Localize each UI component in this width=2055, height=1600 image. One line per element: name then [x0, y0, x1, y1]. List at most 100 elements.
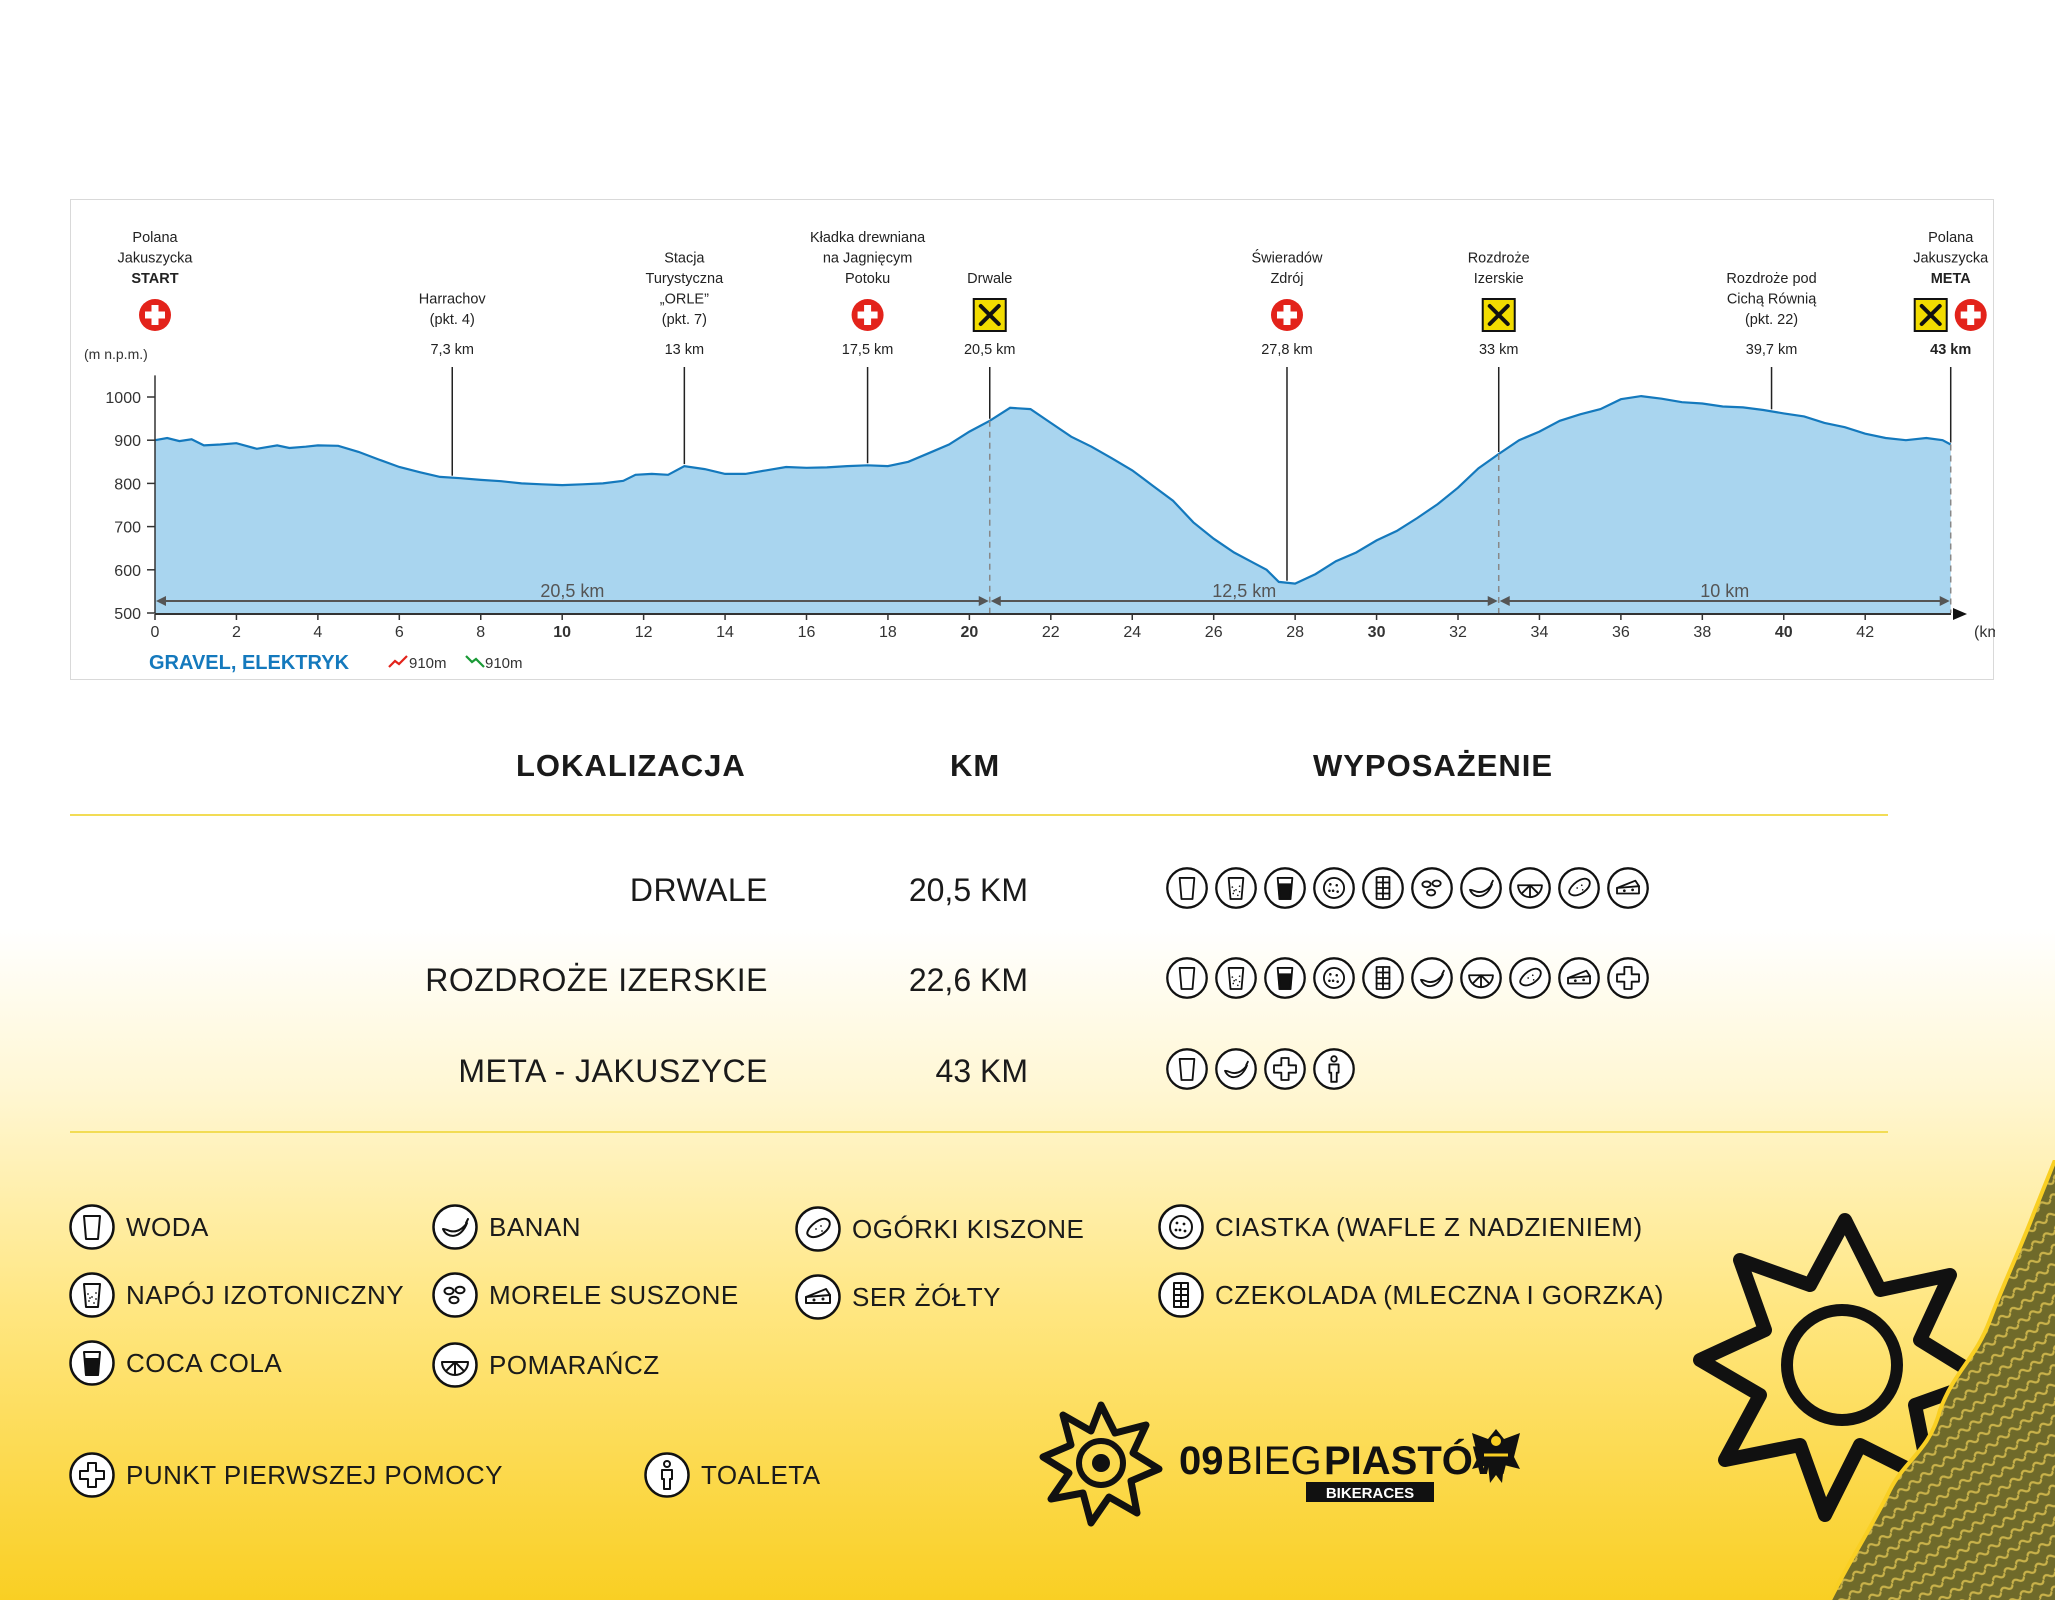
- orange-icon: [1460, 957, 1502, 999]
- first-aid-icon: [1954, 299, 1987, 331]
- waypoint-name: Stacja: [664, 251, 705, 267]
- x-tick-label: 34: [1531, 624, 1549, 641]
- apricot-icon: [1411, 867, 1453, 909]
- x-tick-label: 16: [798, 624, 816, 641]
- waypoint-name: Jakuszycka: [1913, 251, 1989, 267]
- first-aid-icon: [1264, 1048, 1306, 1090]
- row-location: DRWALE: [629, 872, 768, 908]
- chocolate-icon: [1362, 957, 1404, 999]
- waypoint-name: „ORLE”: [660, 292, 709, 308]
- row-equipment-icons: [1165, 866, 1650, 910]
- x-tick-label: 20: [960, 624, 978, 641]
- first-aid-icon: [1607, 957, 1649, 999]
- waypoint-name: Cichą Równią: [1727, 292, 1817, 308]
- waypoint-name: Turystyczna: [646, 271, 725, 287]
- refreshment-point-icon: [1481, 298, 1516, 332]
- toilet-icon: [643, 1451, 691, 1499]
- x-tick-label: 30: [1368, 624, 1386, 641]
- waypoint-distance: 13 km: [665, 342, 705, 358]
- segment-label: 10 km: [1700, 581, 1749, 601]
- x-tick-label: 24: [1123, 624, 1141, 641]
- table-row-meta: META - JAKUSZYCE 43 KM: [0, 1043, 2055, 1103]
- waypoint-name: Polana: [132, 230, 178, 246]
- water-icon: [1166, 1048, 1208, 1090]
- ascent-value: 910m: [409, 655, 447, 672]
- waypoint-distance: 43 km: [1930, 342, 1971, 358]
- legend-item-cookie: CIASTKA (WAFLE Z NADZIENIEM): [1157, 1203, 1643, 1251]
- x-tick-label: 38: [1693, 624, 1711, 641]
- legend-item-isotonic: NAPÓJ IZOTONICZNY: [68, 1271, 404, 1319]
- waypoint-distance: 7,3 km: [430, 342, 474, 358]
- legend-item-chocolate: CZEKOLADA (MLECZNA I GORZKA): [1157, 1271, 1664, 1319]
- first-aid-icon: [851, 299, 884, 331]
- x-axis-label: (km): [1974, 624, 1995, 641]
- water-icon: [1166, 957, 1208, 999]
- row-km: 22,6 KM: [908, 962, 1028, 998]
- legend-item-water: WODA: [68, 1203, 209, 1251]
- legend-item-apricot: MORELE SUSZONE: [431, 1271, 739, 1319]
- row-location: ROZDROŻE IZERSKIE: [425, 962, 768, 998]
- table-row-rozdroze: ROZDROŻE IZERSKIE 22,6 KM: [0, 952, 2055, 1012]
- isotonic-drink-icon: [1215, 957, 1257, 999]
- x-axis-arrow: [1953, 608, 1967, 620]
- x-tick-label: 6: [395, 624, 404, 641]
- y-tick-label: 1000: [105, 390, 141, 407]
- waypoint-name: Izerskie: [1474, 271, 1524, 287]
- x-tick-label: 32: [1449, 624, 1467, 641]
- waypoint-distance: 39,7 km: [1746, 342, 1798, 358]
- waypoint-name: Harrachov: [419, 292, 487, 308]
- toilet-icon: [1313, 1048, 1355, 1090]
- chocolate-icon: [1157, 1271, 1205, 1319]
- decorative-mountain-corner: [1693, 1160, 2055, 1600]
- waypoint-name: Rozdroże pod: [1726, 271, 1816, 287]
- cookie-icon: [1313, 867, 1355, 909]
- waypoint-distance: 17,5 km: [842, 342, 894, 358]
- header-km: KM: [950, 748, 1001, 783]
- waypoint: Rozdroże Izerskie 33 km: [1468, 251, 1530, 453]
- banana-icon: [431, 1203, 479, 1251]
- waypoint: Polana Jakuszycka META 43 km: [1913, 230, 1989, 443]
- cookie-icon: [1313, 957, 1355, 999]
- waypoint-name: Drwale: [967, 271, 1012, 287]
- x-tick-label: 36: [1612, 624, 1630, 641]
- legend-item-pickle: OGÓRKI KISZONE: [794, 1205, 1084, 1253]
- cheese-icon: [1607, 867, 1649, 909]
- segment-arrowhead: [156, 596, 166, 606]
- legend-item-cheese: SER ŻÓŁTY: [794, 1273, 1001, 1321]
- table-bottom-divider: [70, 1131, 1888, 1133]
- x-tick-label: 0: [151, 624, 160, 641]
- waypoint-name: Świeradów: [1252, 249, 1323, 267]
- ascent-icon: [388, 655, 408, 668]
- cheese-icon: [794, 1273, 842, 1321]
- elevation-line: [154, 394, 1952, 585]
- x-tick-label: 2: [232, 624, 241, 641]
- waypoint-name: Jakuszycka: [118, 251, 194, 267]
- waypoint: Świeradów Zdrój 27,8 km: [1252, 249, 1323, 581]
- waypoint: Stacja Turystyczna „ORLE” (pkt. 7) 13 km: [646, 251, 725, 465]
- legend-item-cola: COCA COLA: [68, 1339, 282, 1387]
- y-tick-label: 500: [114, 606, 141, 623]
- row-equipment-icons: [1165, 1047, 1356, 1091]
- row-km: 43 KM: [935, 1053, 1028, 1089]
- water-icon: [68, 1203, 116, 1251]
- segment-label: 12,5 km: [1212, 581, 1276, 601]
- segment-label: 20,5 km: [540, 581, 604, 601]
- waypoint-name: na Jagnięcym: [823, 251, 912, 267]
- waypoint-name: (pkt. 4): [430, 312, 475, 328]
- header-equipment: WYPOSAŻENIE: [1313, 748, 1554, 783]
- bieg-piastow-logo: 09 BIEG PIASTÓW BIKERACES: [1039, 1401, 1520, 1527]
- water-icon: [1166, 867, 1208, 909]
- row-equipment-icons: [1165, 956, 1650, 1000]
- pickle-icon: [1558, 867, 1600, 909]
- refreshment-point-icon: [972, 298, 1007, 332]
- logo-number: 09: [1179, 1439, 1224, 1483]
- waypoint-distance: 27,8 km: [1261, 342, 1313, 358]
- waypoint: Drwale 20,5 km: [964, 271, 1016, 419]
- orange-icon: [1509, 867, 1551, 909]
- legend-item-toilet: TOALETA: [643, 1451, 821, 1499]
- table-top-divider: [70, 814, 1888, 816]
- segment-arrowhead: [1939, 596, 1950, 606]
- x-tick-label: 12: [635, 624, 653, 641]
- waypoint: Polana Jakuszycka START: [118, 230, 194, 331]
- waypoint: Kładka drewniana na Jagnięcym Potoku 17,5 k…: [810, 230, 926, 464]
